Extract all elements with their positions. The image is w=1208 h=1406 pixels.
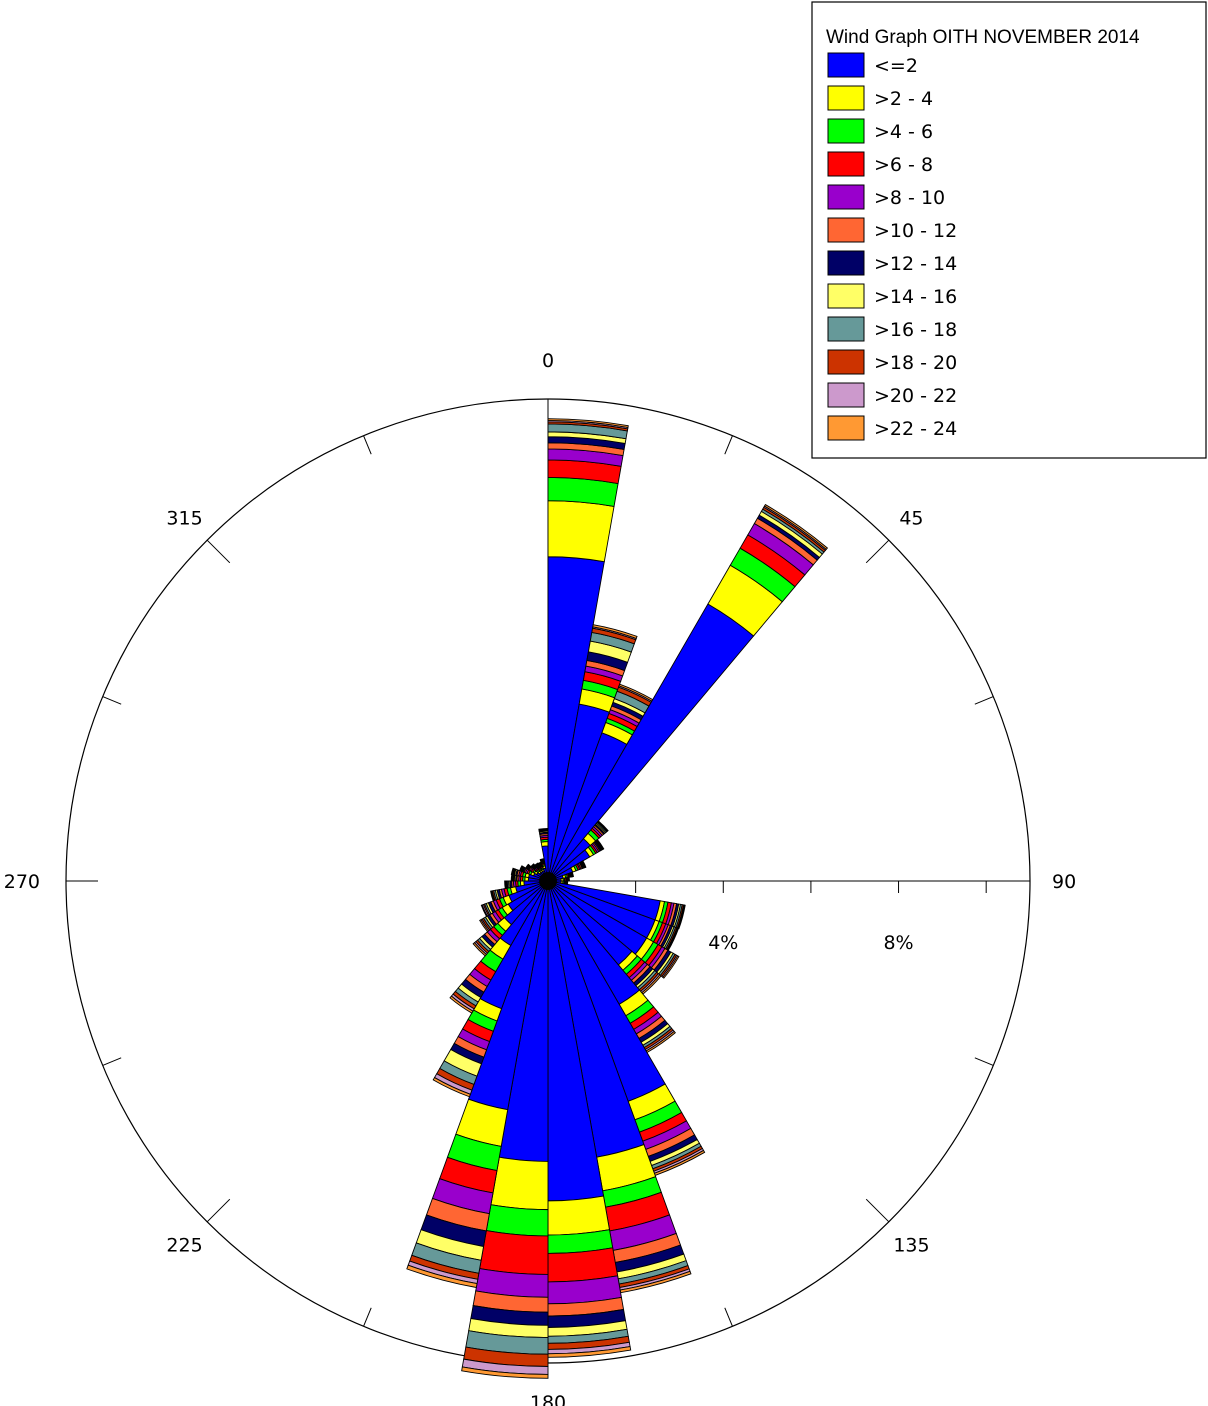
compass-tick — [363, 435, 372, 455]
legend-label: >12 - 14 — [874, 253, 957, 275]
sector-band — [581, 860, 587, 868]
direction-label: 45 — [899, 508, 923, 530]
radial-tick-label: 8% — [883, 932, 913, 954]
sector-band — [530, 863, 535, 868]
legend-swatch — [827, 283, 865, 309]
legend-box — [811, 1, 1207, 459]
sector-band — [479, 919, 490, 933]
direction-label: 225 — [166, 1234, 202, 1256]
direction-label: 90 — [1052, 871, 1076, 893]
direction-label: 180 — [530, 1392, 566, 1406]
sector-band — [547, 500, 615, 563]
legend-swatch — [827, 349, 865, 375]
legend-label: >10 - 12 — [874, 220, 957, 242]
sector-band — [490, 1156, 549, 1211]
compass-tick — [363, 1307, 372, 1327]
sector-band — [524, 863, 530, 869]
compass-tick — [102, 1057, 122, 1066]
sector-band — [461, 1366, 549, 1379]
sector-band — [571, 871, 574, 878]
rose-sectors — [406, 418, 829, 1379]
sector-band — [597, 820, 609, 832]
sector-band — [568, 876, 570, 882]
legend-swatch — [827, 217, 865, 243]
sector-band — [504, 880, 507, 890]
sector-band — [432, 1076, 471, 1098]
legend-swatch — [827, 151, 865, 177]
direction-label: 135 — [893, 1234, 929, 1256]
legend-swatch — [827, 415, 865, 441]
sector-band — [592, 624, 638, 640]
compass-tick — [865, 1198, 890, 1223]
compass-tick — [865, 539, 890, 564]
sector-band — [763, 503, 829, 550]
legend-label: >6 - 8 — [874, 154, 933, 176]
center-hub — [539, 872, 557, 890]
legend-swatch — [827, 184, 865, 210]
sector-band — [510, 874, 513, 882]
legend-label: >14 - 16 — [874, 286, 957, 308]
legend-label: >2 - 4 — [874, 88, 933, 110]
direction-label: 315 — [166, 508, 202, 530]
legend-swatch — [827, 52, 865, 78]
sector-band — [510, 867, 514, 876]
legend-label: >20 - 22 — [874, 385, 957, 407]
compass-tick — [206, 1198, 231, 1223]
compass-tick — [206, 539, 231, 564]
sector-band — [662, 955, 680, 979]
sector-band — [596, 838, 605, 850]
sector-band — [449, 995, 474, 1014]
legend-swatch — [827, 382, 865, 408]
sector-band — [406, 1264, 478, 1289]
legend-label: >22 - 24 — [874, 418, 957, 440]
legend-label: >16 - 18 — [874, 319, 957, 341]
compass-tick — [724, 435, 733, 455]
sector-band — [547, 418, 629, 428]
direction-label: 270 — [4, 871, 40, 893]
legend-swatch — [827, 316, 865, 342]
legend-swatch — [827, 118, 865, 144]
compass-tick — [724, 1307, 733, 1327]
direction-label: 0 — [542, 350, 554, 372]
radial-tick-label: 4% — [708, 932, 738, 954]
legend-swatch — [827, 85, 865, 111]
legend-title: Wind Graph OITH NOVEMBER 2014 — [826, 27, 1140, 48]
compass-tick — [974, 1057, 994, 1066]
legend-label: >18 - 20 — [874, 352, 957, 374]
sector-band — [547, 1195, 611, 1236]
sector-band — [547, 1247, 619, 1283]
compass-tick — [974, 696, 994, 705]
sector-band — [485, 1204, 549, 1237]
legend-label: >4 - 6 — [874, 121, 933, 143]
sector-band — [480, 904, 488, 918]
legend-label: >8 - 10 — [874, 187, 945, 209]
direction-labels: 0 45 90 135 180 225 270 315 — [4, 350, 1076, 1406]
sector-band — [472, 942, 487, 957]
legend-label: <=2 — [874, 55, 918, 77]
sector-band — [519, 865, 523, 872]
sector-band — [479, 1230, 549, 1275]
legend-swatch — [827, 250, 865, 276]
sector-band — [538, 827, 549, 831]
sector-band — [490, 890, 495, 902]
compass-tick — [102, 696, 122, 705]
legend: Wind Graph OITH NOVEMBER 2014 <=2 >2 - 4 >… — [811, 1, 1207, 459]
